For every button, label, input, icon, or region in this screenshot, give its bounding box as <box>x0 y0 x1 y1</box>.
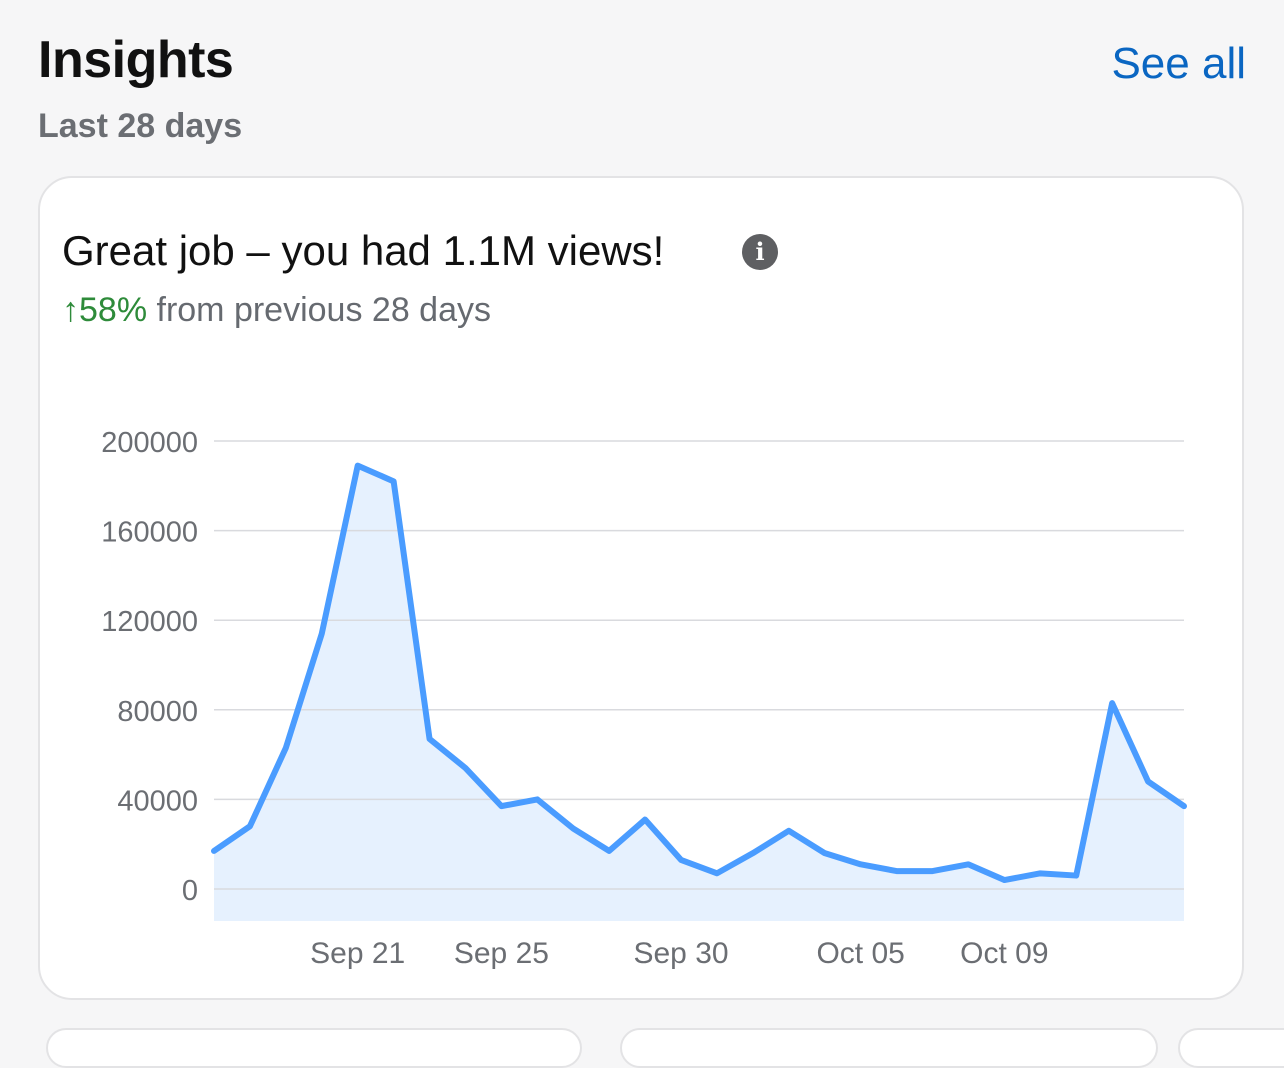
next-card-partial[interactable] <box>1178 1028 1284 1068</box>
x-tick-label: Sep 30 <box>633 937 728 970</box>
page-title: Insights <box>38 31 234 89</box>
views-area <box>214 465 1184 921</box>
y-tick-label: 160000 <box>101 517 198 549</box>
date-range-label: Last 28 days <box>38 107 243 145</box>
next-card-left[interactable] <box>46 1028 582 1068</box>
x-tick-label: Sep 25 <box>454 937 549 970</box>
views-headline: Great job – you had 1.1M views! <box>62 227 665 274</box>
info-icon[interactable]: i <box>742 234 778 270</box>
views-chart: 0 40000 80000 120000 160000 200000 Sep 21 Sep 2… <box>101 427 1187 970</box>
x-tick-label: Sep 21 <box>310 937 405 970</box>
y-tick-label: 200000 <box>101 427 198 459</box>
see-all-link[interactable]: See all <box>1111 39 1246 88</box>
y-tick-label: 40000 <box>117 785 198 817</box>
y-tick-label: 80000 <box>117 696 198 728</box>
next-card-right[interactable] <box>620 1028 1158 1068</box>
change-percent: ↑58% <box>62 291 148 329</box>
x-tick-label: Oct 05 <box>816 937 904 970</box>
x-tick-label: Oct 09 <box>960 937 1048 970</box>
views-line <box>211 462 1187 884</box>
views-card[interactable]: Great job – you had 1.1M views! i ↑58% f… <box>38 176 1244 1000</box>
insights-header: Insights Last 28 days See all <box>38 26 1246 156</box>
change-text: from previous 28 days <box>147 291 492 329</box>
y-tick-label: 120000 <box>101 606 198 638</box>
change-summary: ↑58% from previous 28 days <box>62 290 491 330</box>
y-tick-label: 0 <box>182 875 198 907</box>
